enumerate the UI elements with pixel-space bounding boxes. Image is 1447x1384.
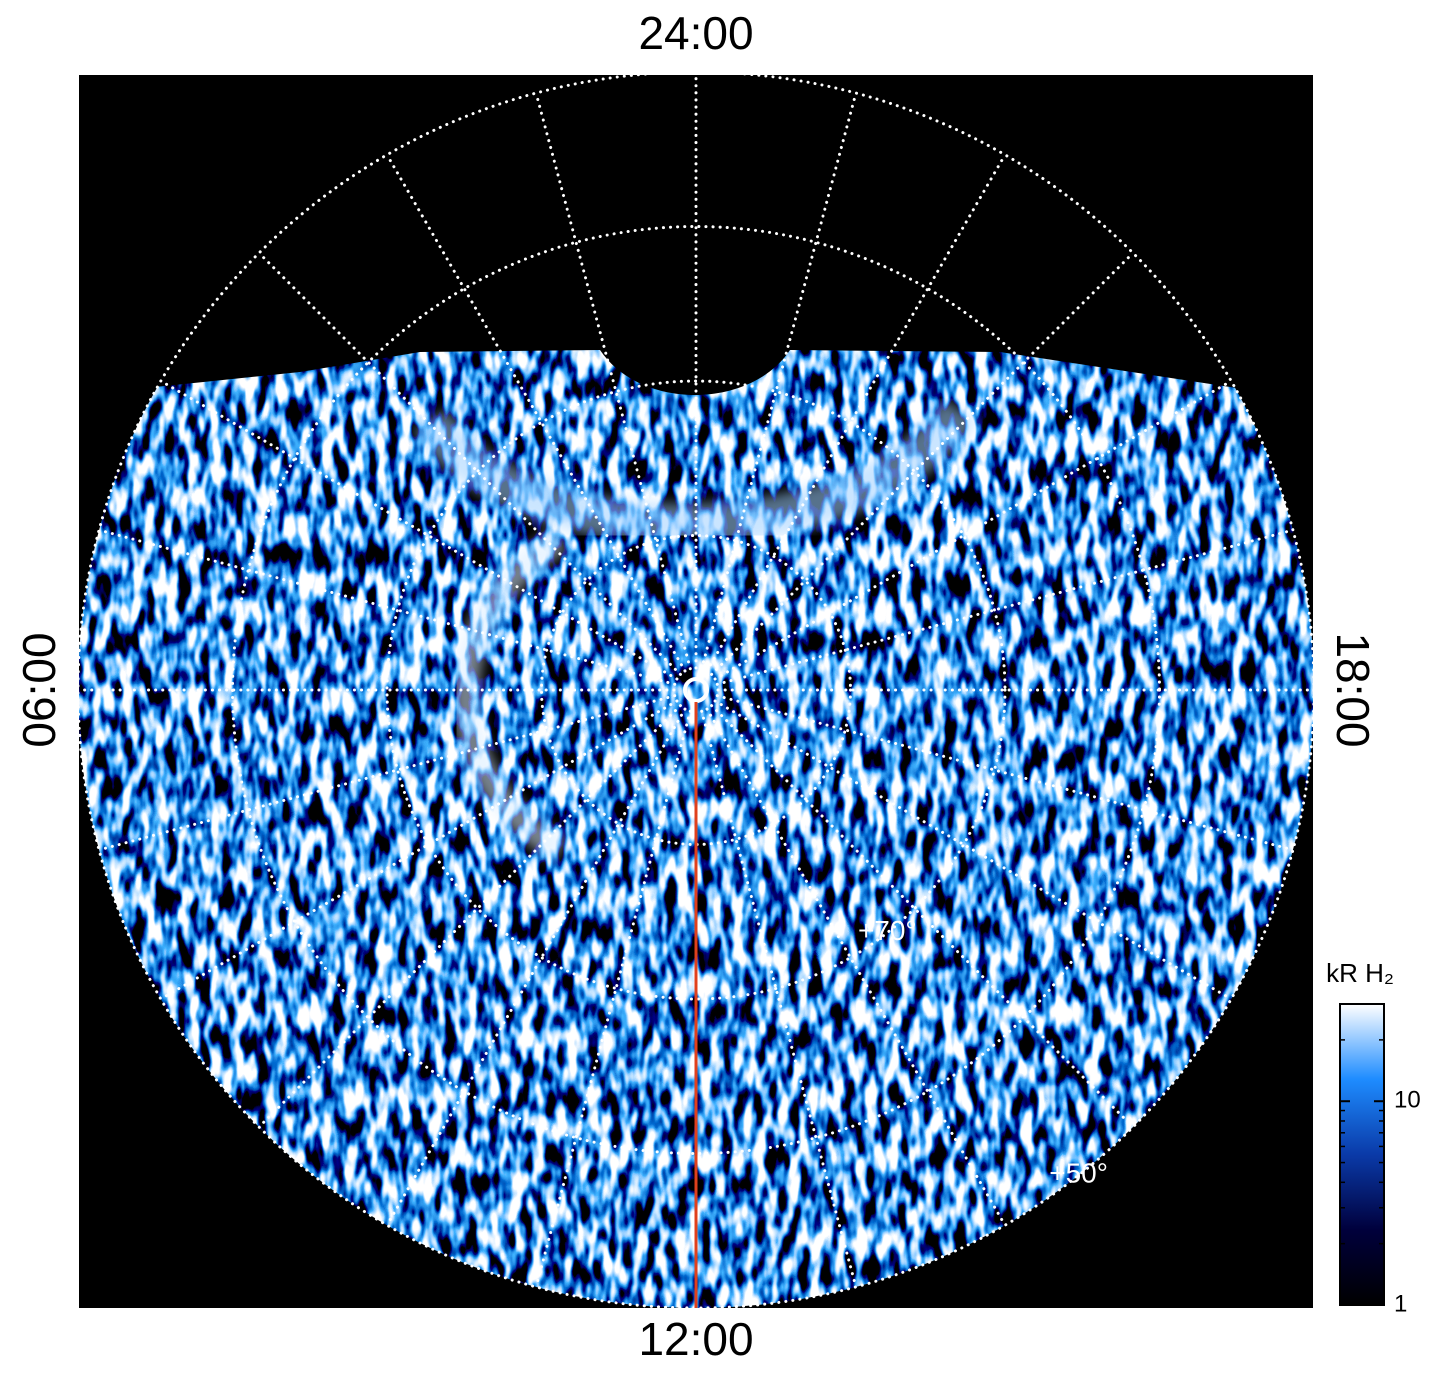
colorbar-tick-label: 10 [1394,1087,1421,1114]
meridian [715,694,1295,852]
meridian [159,699,679,1001]
meridian [713,699,1233,1001]
meridian [710,251,1135,676]
meridian [159,379,679,681]
pole-marker [683,677,709,703]
meridian [715,528,1295,686]
latitude-label: +50° [1049,1158,1108,1189]
colorbar-tick-label: 1 [1394,1290,1407,1317]
meridian [534,91,692,671]
meridian [385,707,687,1227]
hour-label: 24:00 [638,7,753,59]
meridian [257,251,682,676]
meridian [534,709,692,1289]
meridian [705,153,1007,673]
hour-label: 06:00 [13,632,65,747]
latitude-ring [385,379,1007,1001]
meridian [710,704,1135,1129]
meridian [97,694,677,852]
latitude-ring [76,70,1316,1310]
latitude-label: +70° [858,915,917,946]
meridian [700,709,858,1289]
colorbar-label: kR H₂ [1326,958,1394,988]
meridian [97,528,677,686]
colorbar [1339,1003,1385,1306]
meridian [700,91,858,671]
meridian [257,704,682,1129]
meridian [385,153,687,673]
meridian [705,707,1007,1227]
hour-label: 18:00 [1327,632,1379,747]
hour-label: 12:00 [638,1313,753,1365]
meridian [713,379,1233,681]
